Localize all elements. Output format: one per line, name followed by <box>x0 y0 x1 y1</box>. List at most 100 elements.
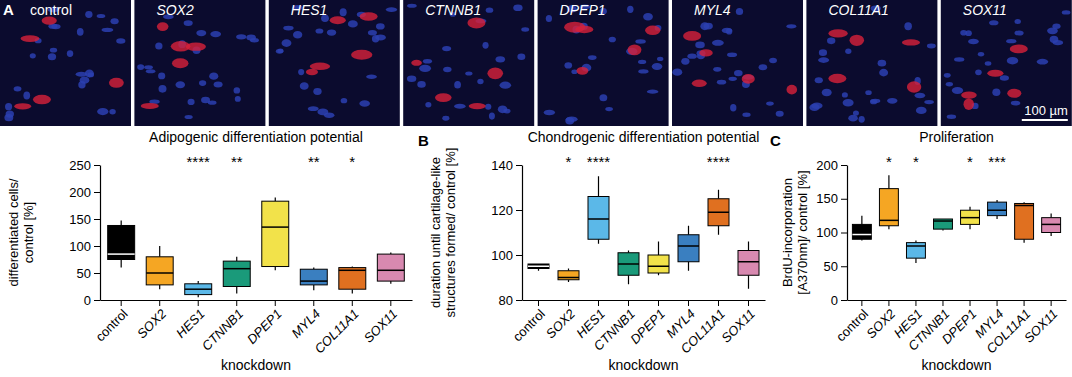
upper-whisker <box>236 257 237 261</box>
nucleus <box>927 44 936 49</box>
x-tick-label: control <box>510 306 548 344</box>
significance: ** <box>308 153 320 170</box>
nucleus <box>85 11 92 18</box>
nucleus <box>517 53 525 60</box>
y-tick: 200 <box>816 158 847 173</box>
upper-whisker <box>1051 214 1052 218</box>
y-axis-line <box>100 166 101 301</box>
median <box>708 212 729 214</box>
y-axis: 050100150200250 <box>69 158 100 308</box>
stained-cell <box>411 60 422 66</box>
y-tick-mark <box>94 165 100 166</box>
nucleus <box>425 102 431 107</box>
nucleus <box>1037 59 1049 65</box>
box-body <box>108 225 135 259</box>
box <box>988 200 1007 219</box>
nucleus <box>947 114 956 118</box>
box <box>339 267 366 294</box>
plot-area <box>108 197 405 297</box>
lower-whisker <box>159 285 160 289</box>
x-axis-line <box>848 300 1067 301</box>
y-tick-label: 200 <box>69 185 91 200</box>
nucleus <box>1014 30 1023 35</box>
x-tick: DPEP1 <box>627 300 668 347</box>
box <box>528 264 549 271</box>
y-tick: 150 <box>816 191 847 206</box>
stained-cell <box>1007 89 1021 98</box>
box <box>879 175 898 229</box>
y-tick-mark <box>516 255 522 256</box>
nucleus <box>158 72 165 79</box>
nucleus <box>282 39 292 47</box>
chart-title: Proliferation <box>919 129 994 145</box>
stained-cell <box>171 41 191 51</box>
nucleus <box>477 79 483 85</box>
nucleus <box>80 76 90 83</box>
x-tick-mark <box>121 300 122 306</box>
box <box>223 257 250 294</box>
stained-cell <box>963 98 973 110</box>
y-tick-label: 250 <box>69 158 91 173</box>
nucleus <box>730 104 736 111</box>
x-tick: CTNNB1 <box>591 300 638 354</box>
nucleus <box>822 89 832 97</box>
nucleus <box>209 73 218 80</box>
x-tick-label: SOX11 <box>718 306 758 346</box>
nucleus <box>985 61 992 65</box>
nucleus <box>465 71 472 75</box>
lower-whisker <box>969 224 970 229</box>
box-body <box>934 219 953 229</box>
micrograph-background <box>134 0 265 126</box>
scale-bar-label: 100 µm <box>1024 103 1068 118</box>
nucleus <box>952 87 963 94</box>
nucleus <box>386 7 397 12</box>
box <box>588 176 609 244</box>
panel-label: A <box>3 1 14 18</box>
nucleus <box>635 39 645 43</box>
lower-whisker <box>718 226 719 235</box>
stained-cell <box>742 74 755 84</box>
stained-cell <box>628 44 642 55</box>
nucleus <box>442 46 451 51</box>
upper-whisker <box>598 176 599 196</box>
micrograph-background <box>941 0 1072 126</box>
y-tick-mark <box>94 273 100 274</box>
x-tick-mark <box>598 300 599 306</box>
box-body <box>1015 203 1034 239</box>
nucleus <box>315 28 323 33</box>
scale-bar <box>1022 119 1068 121</box>
significance: *** <box>988 153 1006 170</box>
box-body <box>223 261 250 286</box>
significance: * <box>913 153 919 170</box>
y-tick-label: 50 <box>77 266 91 281</box>
lower-whisker <box>748 275 749 289</box>
x-tick-label: HES1 <box>173 306 208 341</box>
lower-whisker <box>275 267 276 271</box>
lower-whisker <box>352 289 353 293</box>
nucleus <box>454 104 465 109</box>
nucleus <box>546 15 552 22</box>
nucleus <box>786 24 796 28</box>
nucleus <box>848 115 858 122</box>
image-label: CTNNB1 <box>425 2 481 18</box>
y-tick: 120 <box>491 203 522 218</box>
lower-whisker <box>628 275 629 284</box>
stained-cell <box>360 12 378 20</box>
box <box>1042 214 1061 236</box>
micrograph-background <box>269 0 400 126</box>
box-body <box>339 268 366 290</box>
x-tick-label: CTNNB1 <box>199 306 246 353</box>
nucleus <box>116 38 125 44</box>
x-tick: COL11A1 <box>983 300 1033 356</box>
x-axis-title: knockdown <box>221 357 291 373</box>
micrograph-background <box>0 0 131 126</box>
nucleus <box>30 53 36 58</box>
upper-whisker <box>688 226 689 235</box>
y-tick: 250 <box>69 158 100 173</box>
box <box>262 197 289 270</box>
nucleus <box>728 77 736 81</box>
nucleus <box>700 22 709 30</box>
micrograph: SOX2 <box>134 0 265 126</box>
box <box>708 190 729 235</box>
nucleus <box>1062 10 1071 14</box>
